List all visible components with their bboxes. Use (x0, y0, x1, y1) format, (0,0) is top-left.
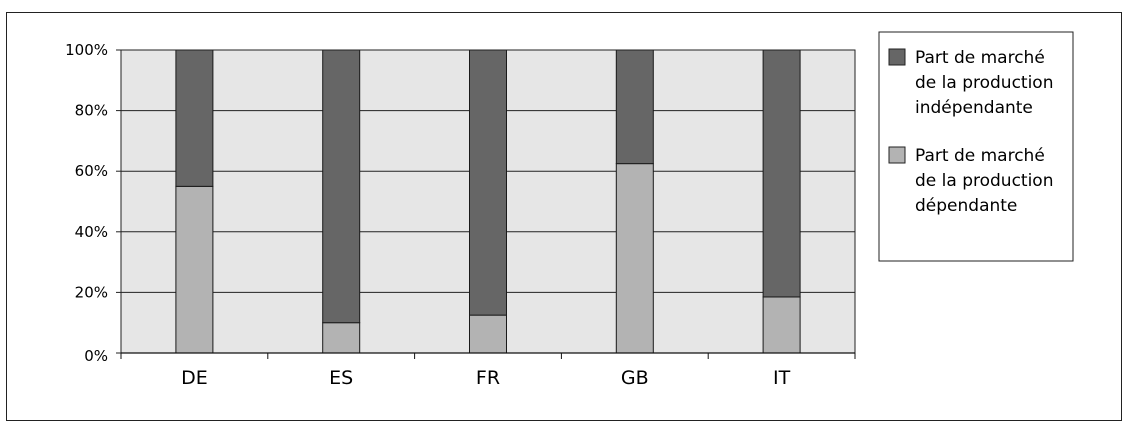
stacked-bar-chart: 0% 20% 40% 60% 80% 100% DE ES FR GB IT Part de ma… (65, 31, 1074, 389)
legend-label: Part de marché de la production indépendan… (915, 48, 1053, 118)
x-category-label: DE (181, 367, 208, 389)
chart-frame: 0% 20% 40% 60% 80% 100% DE ES FR GB IT Part de ma… (6, 12, 1122, 421)
y-tick-label: 80% (75, 102, 108, 120)
y-tick-label: 40% (75, 223, 108, 241)
y-tick-label: 20% (75, 283, 108, 301)
bar-segment (615, 163, 654, 354)
x-category-label: FR (476, 367, 500, 389)
bar-segment (175, 49, 214, 187)
plot-area (120, 49, 856, 354)
y-tick-label: 100% (65, 41, 108, 59)
legend: Part de marché de la production indépendan… (878, 31, 1074, 262)
y-tick-label: 60% (75, 162, 108, 180)
bar-segment (762, 49, 801, 298)
x-axis: DE ES FR GB IT (120, 352, 856, 389)
bar-segment (322, 49, 361, 324)
x-category-label: ES (329, 367, 353, 389)
bar-segment (762, 296, 801, 354)
bar-segment (469, 49, 507, 316)
bar-segment (322, 322, 361, 354)
bar-segment (615, 49, 654, 165)
legend-label: Part de marché de la production dépendante (915, 146, 1053, 216)
x-category-label: IT (773, 367, 791, 389)
y-tick-label: 0% (84, 347, 108, 365)
y-axis: 0% 20% 40% 60% 80% 100% (65, 41, 121, 365)
x-category-label: GB (621, 367, 649, 389)
bar-segment (469, 314, 507, 354)
legend-box (878, 31, 1074, 262)
legend-swatch (888, 146, 906, 164)
legend-swatch (888, 48, 906, 66)
bar-segment (175, 185, 214, 354)
